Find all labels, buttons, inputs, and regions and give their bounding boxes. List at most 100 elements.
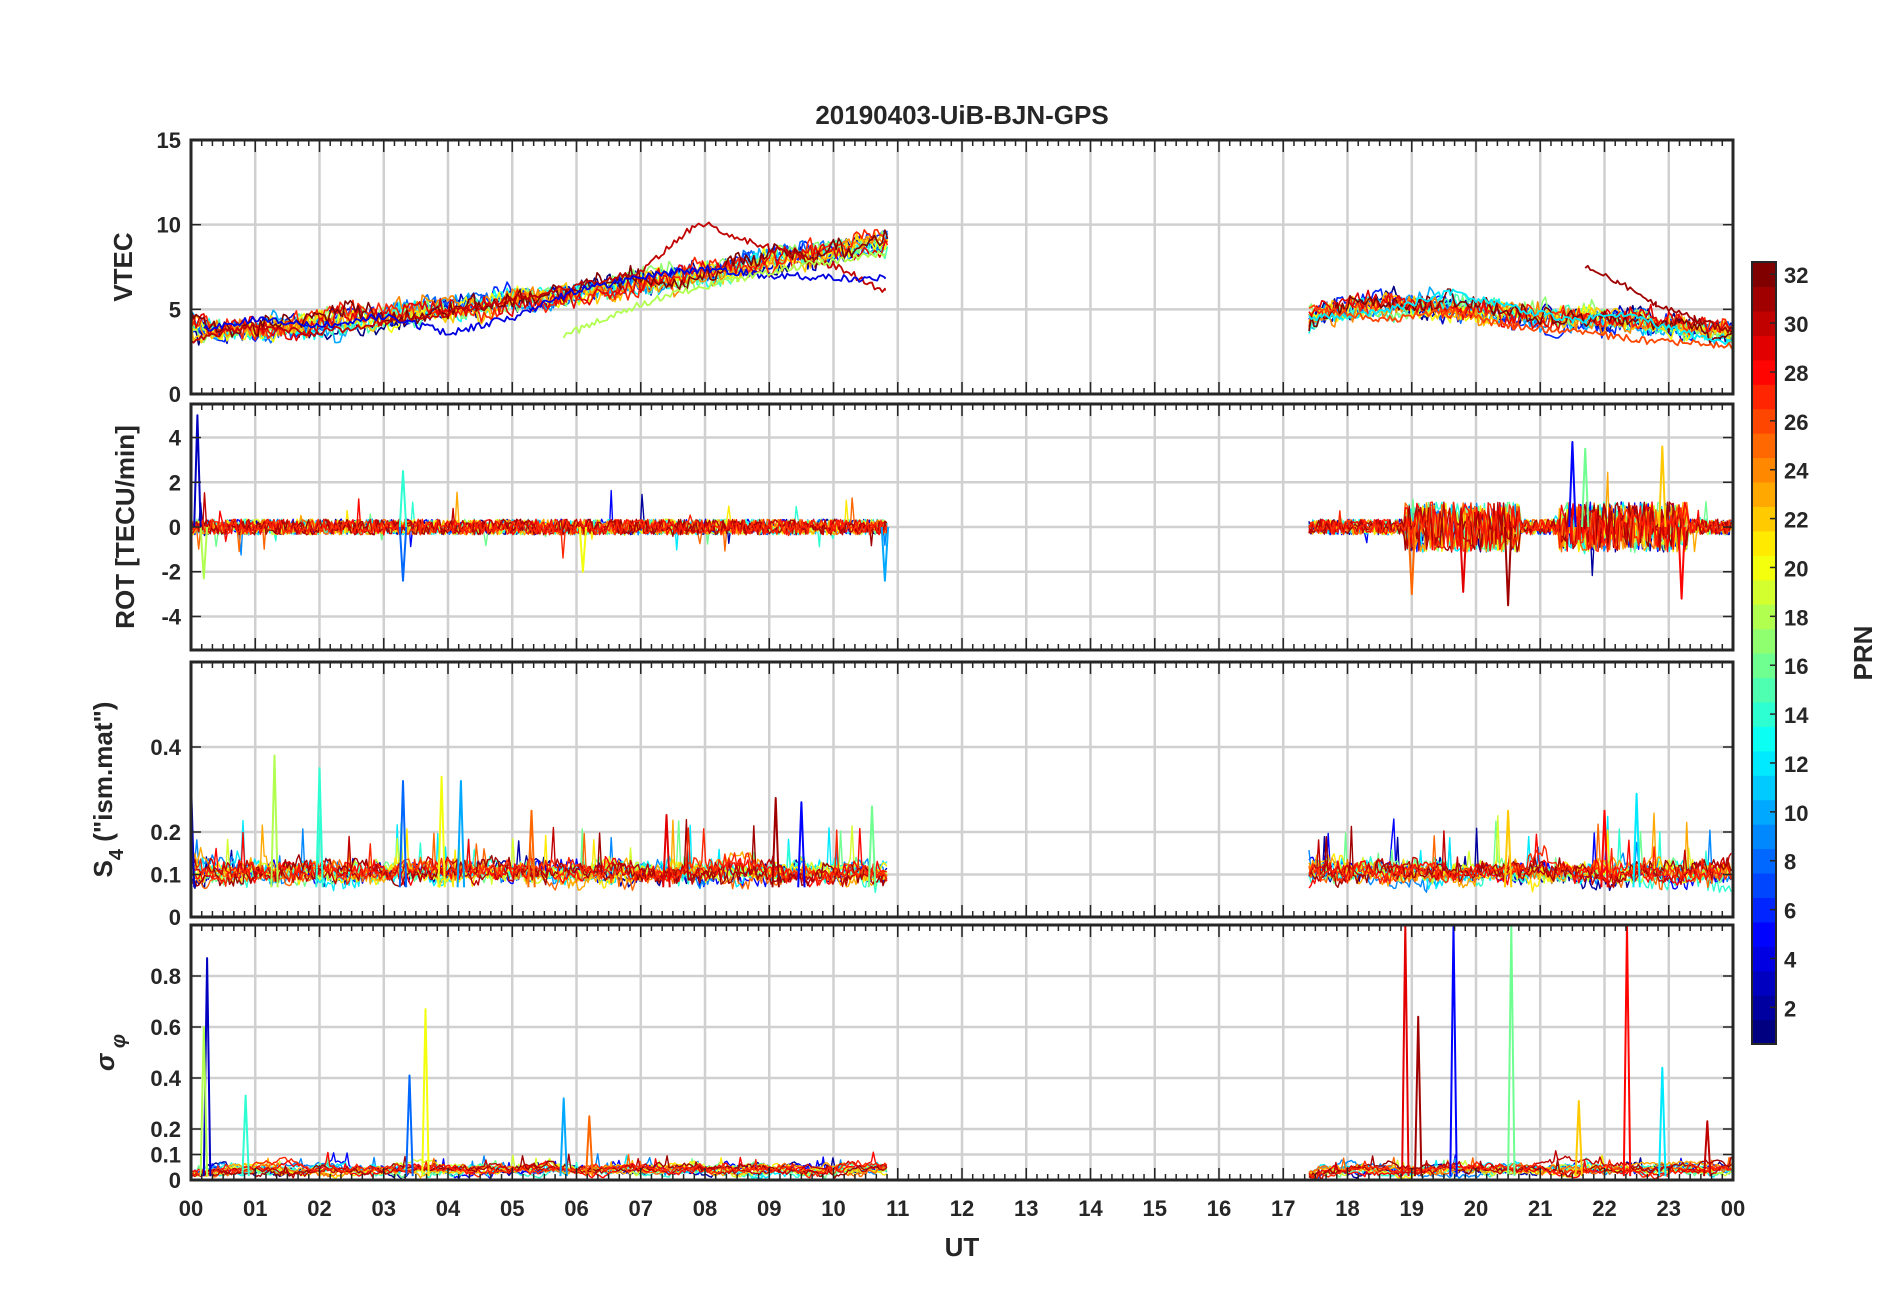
colorbar-segment [1752,530,1776,556]
colorbar-tick-label: 4 [1784,947,1797,972]
trace-prn-31 [1308,1155,1732,1179]
colorbar-frame [1751,261,1777,1045]
y-tick-label: 0.2 [150,1117,181,1142]
x-tick-label: 05 [500,1196,524,1221]
x-tick-label: 03 [372,1196,396,1221]
peak-mark [585,1115,594,1177]
peak-mark [880,526,890,582]
peak-mark [1449,925,1458,1177]
colorbar-segment [1752,628,1776,654]
peak-mark [398,470,408,528]
x-tick-label: 16 [1207,1196,1231,1221]
colorbar-tick-label: 22 [1784,508,1808,533]
x-tick-label: 22 [1592,1196,1616,1221]
trace-prn-25 [1308,1156,1732,1176]
colorbar-tick-label: 26 [1784,410,1808,435]
colorbar-segment [1752,579,1776,605]
colorbar-tick-label: 2 [1784,996,1796,1021]
x-tick-label: 12 [950,1196,974,1221]
y-tick-label: 0.4 [150,1066,181,1091]
peak-mark [1658,1066,1667,1177]
colorbar-segment [1752,335,1776,361]
colorbar-tick-label: 6 [1784,899,1796,924]
x-tick-label: 19 [1400,1196,1424,1221]
x-tick-label: 23 [1657,1196,1681,1221]
panel-4: 00.10.2 0.4 0.6 0.8 σ φ [90,923,1735,1193]
x-tick-label: 01 [243,1196,267,1221]
peak-mark [527,809,536,888]
colorbar-tick-label: 10 [1784,801,1808,826]
peak-mark [1503,809,1513,888]
colorbar-segment [1752,677,1776,703]
peak-mark [1414,1015,1423,1177]
colorbar-segment [1752,384,1776,410]
y-tick-label: 0 [169,515,181,540]
trace-prn-26 [1308,304,1733,350]
trace-prn-27 [191,1156,888,1179]
peak-mark [405,1074,414,1177]
peak-mark [1574,1100,1583,1177]
colorbar-tick-label: 18 [1784,605,1808,630]
peak-mark [1401,925,1410,1177]
y-tick-label: 0.4 [150,735,181,760]
peak-mark [191,780,196,888]
y-tick-label: 0.6 [150,1015,181,1040]
data-traces [191,414,1732,607]
peak-mark [1507,925,1516,1177]
x-tick-label: 15 [1143,1196,1167,1221]
x-tick-label: 08 [693,1196,717,1221]
y-tick-label: 15 [157,128,181,153]
colorbar-segment [1752,286,1776,312]
trace-prn-27 [1308,1159,1732,1180]
trace-prn-27 [1308,845,1732,885]
y-tick-label: 0.1 [150,1143,181,1168]
y-axis-label: σ φ [90,1034,130,1071]
colorbar-segment [1752,775,1776,801]
colorbar-segment [1752,970,1776,996]
data-traces [191,221,1733,350]
y-axis-label: VTEC [108,232,138,302]
peak-mark [421,1008,430,1177]
peak-mark [867,805,877,888]
colorbar-tick-label: 12 [1784,752,1808,777]
colorbar-tick-label: 24 [1784,459,1809,484]
colorbar-segment [1752,481,1776,507]
colorbar-segment [1752,726,1776,752]
x-tick-label: 17 [1271,1196,1295,1221]
peak-mark [578,526,588,573]
colorbar-tick-label: 14 [1784,703,1809,728]
data-traces [191,754,1732,894]
peak-mark [241,1094,250,1177]
peak-mark [1600,809,1609,888]
trace-prn-30 [191,826,888,888]
colorbar-segment [1752,872,1776,898]
x-tick-label: 09 [757,1196,781,1221]
peak-mark [193,414,202,528]
colorbar-segment [1752,1019,1776,1045]
trace-prn-30 [1308,830,1732,889]
y-tick-label: 0.8 [150,964,181,989]
x-tick-label: 10 [821,1196,845,1221]
peak-mark [1568,441,1577,528]
colorbar-segment [1752,824,1776,850]
trace-prn-27 [1308,501,1732,553]
y-tick-label: -4 [161,604,181,629]
x-tick-label: 21 [1528,1196,1552,1221]
x-tick-label: 13 [1014,1196,1038,1221]
peak-mark [797,801,806,888]
colorbar-tick-label: 20 [1784,556,1808,581]
y-tick-label: 0 [169,1168,181,1193]
peak-mark [559,1097,568,1177]
trace-prn-4 [203,264,886,336]
peak-mark [437,775,446,888]
peak-mark [398,526,408,582]
trace-prn-23 [1308,1159,1732,1176]
y-tick-label: 4 [169,426,182,451]
x-tick-label: 11 [886,1196,909,1221]
trace-prn-12 [1308,288,1733,346]
peak-mark [398,780,408,888]
x-tick-label: 02 [307,1196,331,1221]
peak-mark [199,1026,209,1177]
x-tick-label: 07 [629,1196,653,1221]
trace-prn-30 [191,492,888,536]
